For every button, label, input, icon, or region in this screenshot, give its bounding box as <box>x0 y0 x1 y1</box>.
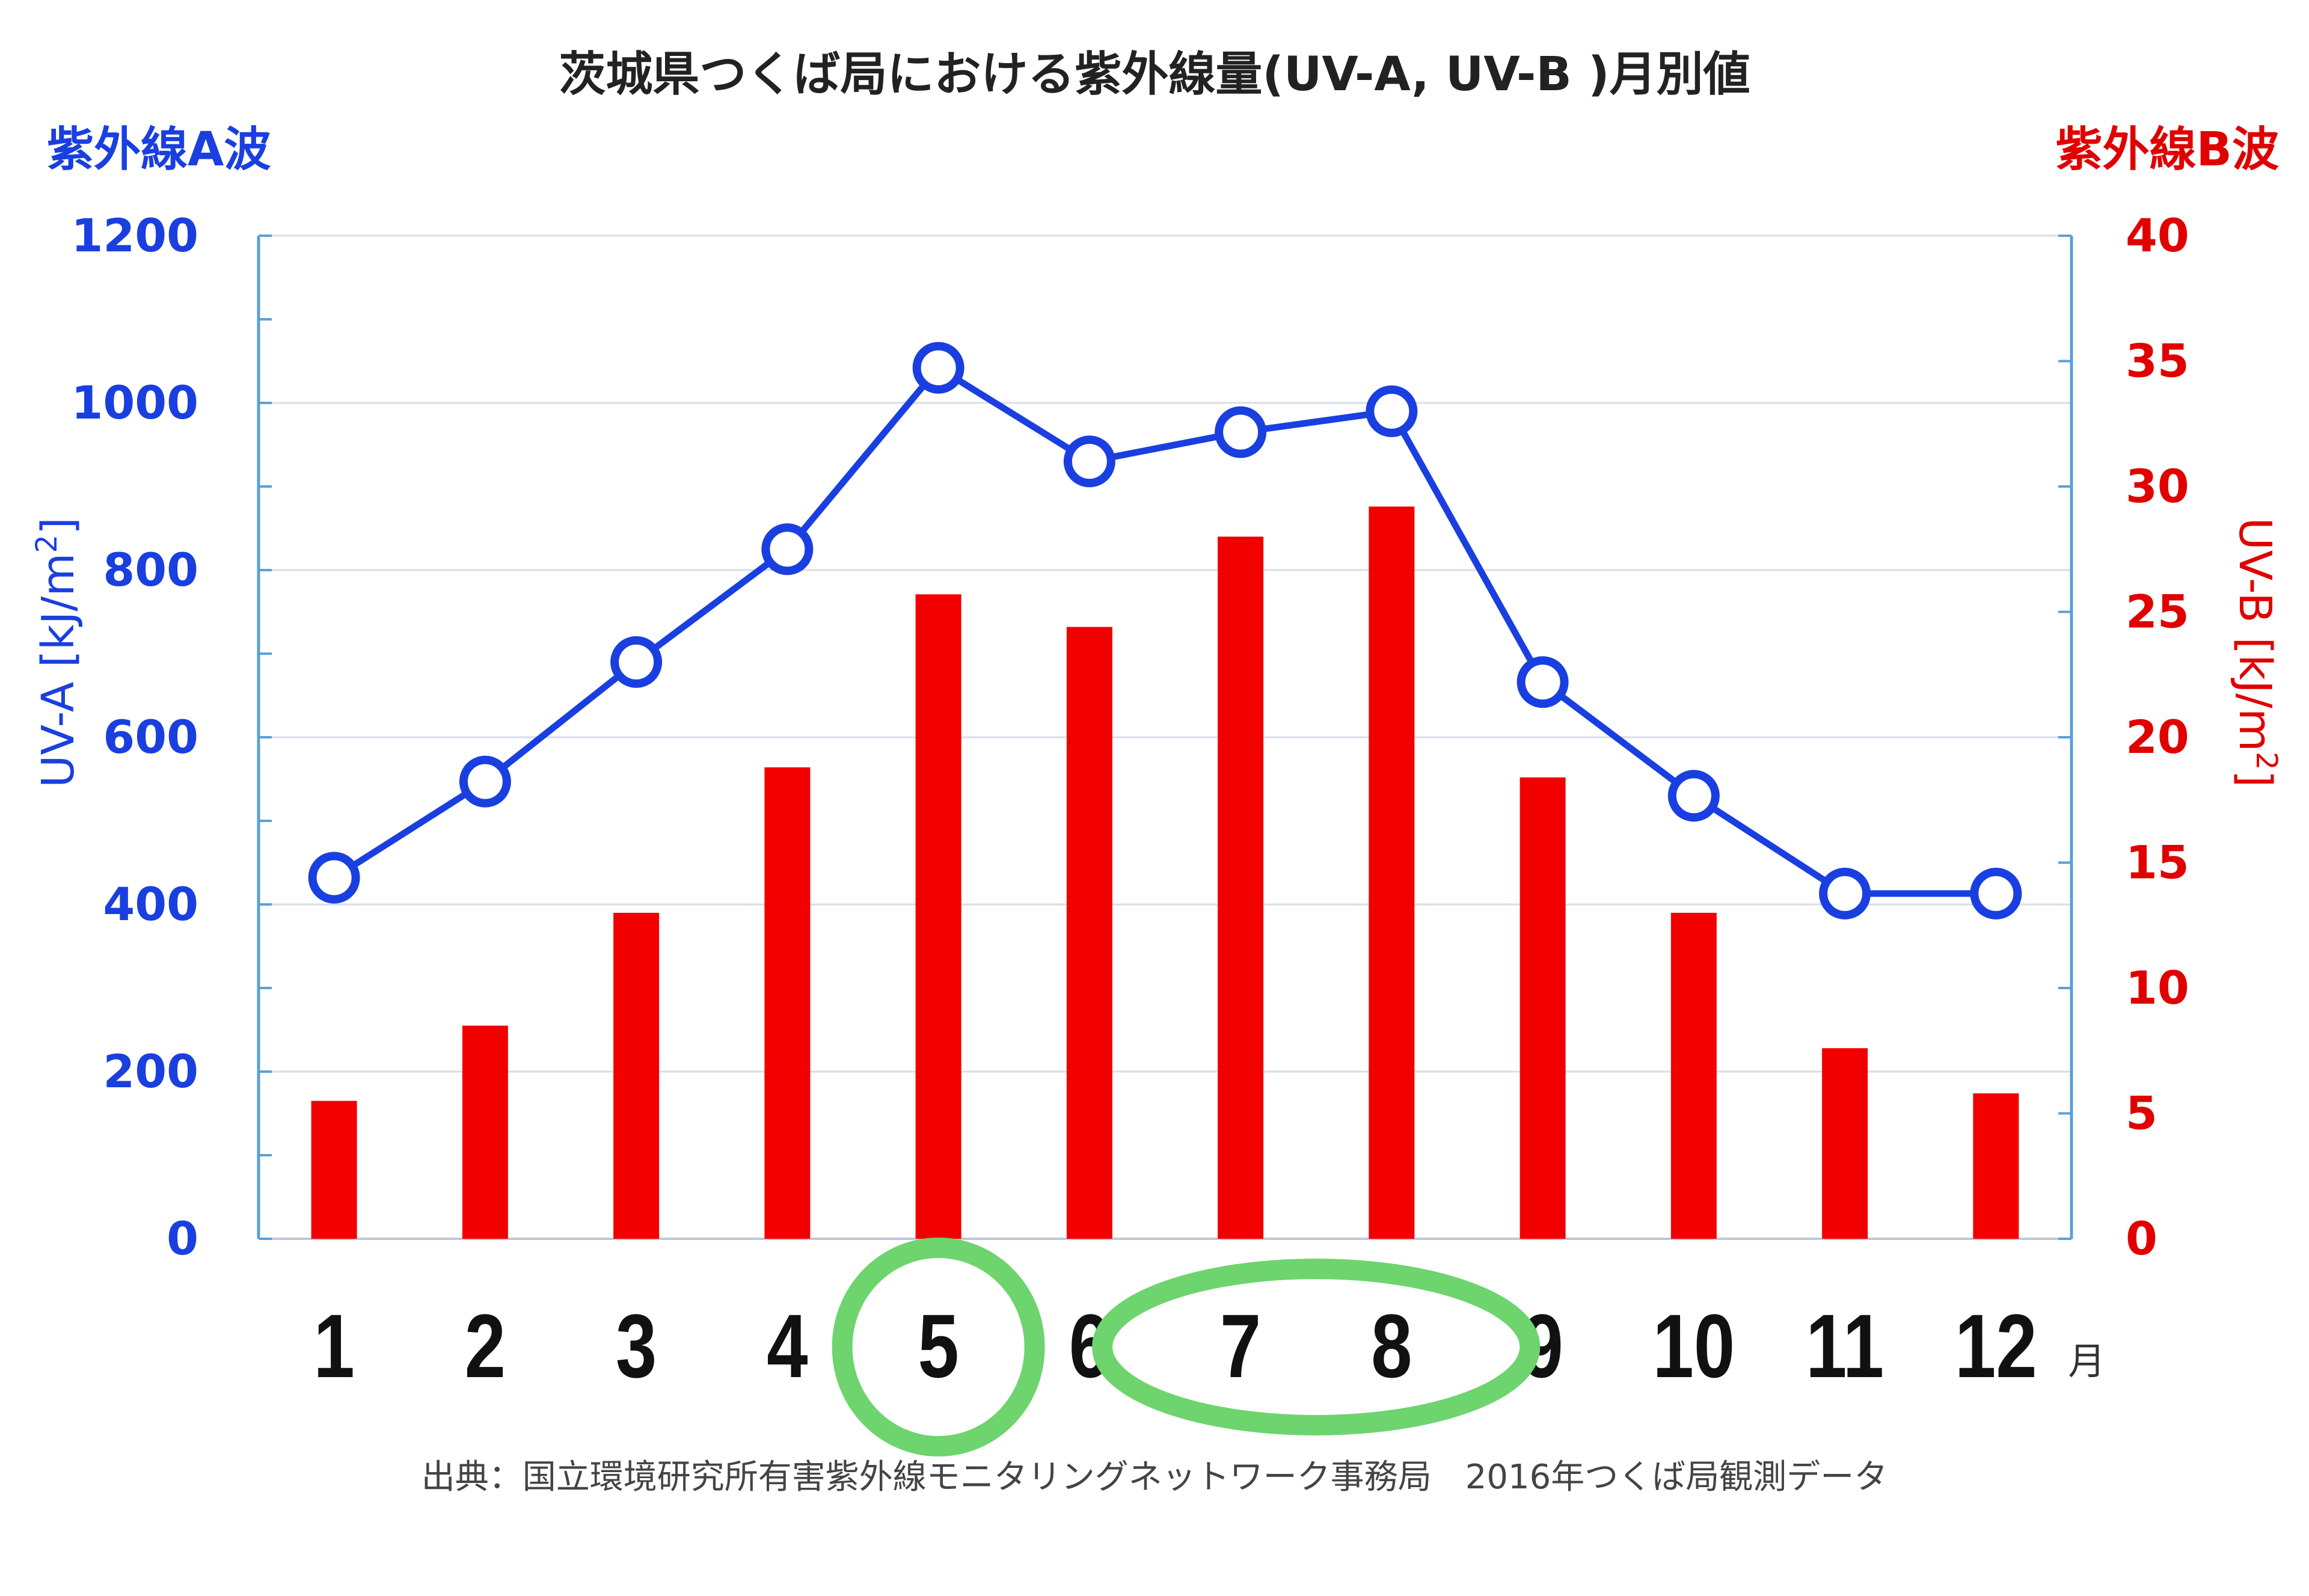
left-axis-label: UV-A [kJ/m2] <box>30 517 84 788</box>
left-tick-label: 200 <box>103 1045 198 1098</box>
uva-point <box>459 755 511 808</box>
left-tick-label: 600 <box>103 710 198 764</box>
uva-point <box>1667 770 1720 822</box>
month-label: 10 <box>1652 1296 1735 1396</box>
right-axis-heading: 紫外線B波 <box>2056 123 2279 177</box>
uva-point <box>1819 867 1871 919</box>
right-axis-label-sup: 2 <box>2249 752 2283 770</box>
month-label: 11 <box>1806 1296 1884 1396</box>
uva-point <box>1215 406 1267 458</box>
right-tick-label: 40 <box>2126 209 2189 262</box>
uva-point <box>761 523 814 575</box>
left-tick-label: 400 <box>103 877 198 931</box>
chart-title: 茨城県つくば局における紫外線量(UV-A, UV-B )月別値 <box>559 48 1750 102</box>
uva-point <box>1366 385 1418 437</box>
month-highlight-ring <box>1092 1259 1541 1435</box>
uvb-bar <box>915 594 961 1239</box>
uva-point <box>308 852 360 904</box>
uva-point <box>912 342 964 394</box>
uva-line <box>308 342 2022 919</box>
right-tick-label: 20 <box>2126 710 2189 764</box>
left-axis-label-sup: 2 <box>30 535 64 553</box>
uvb-bar <box>462 1025 508 1239</box>
month-label: 8 <box>1371 1296 1412 1396</box>
uvb-bar <box>1519 777 1566 1239</box>
right-tick-label: 25 <box>2126 585 2189 639</box>
right-tick-label: 0 <box>2126 1212 2157 1265</box>
month-label: 5 <box>918 1296 958 1396</box>
uvb-bar <box>1066 627 1112 1239</box>
uvb-bar <box>311 1100 357 1239</box>
right-tick-label: 10 <box>2126 961 2189 1014</box>
left-tick-label: 1200 <box>71 209 198 262</box>
month-labels: 1 2 3 4 5 6 7 8 9 10 11 12 <box>313 1296 2037 1396</box>
month-highlight-ring <box>832 1238 1045 1456</box>
right-tick-label: 30 <box>2126 459 2189 513</box>
month-label: 1 <box>313 1296 354 1396</box>
right-tick-label: 15 <box>2126 836 2189 889</box>
left-tick-label: 0 <box>167 1212 198 1265</box>
uva-point <box>1516 656 1569 708</box>
uva-point <box>610 636 663 688</box>
right-tick-label: 35 <box>2126 334 2189 388</box>
uva-series-line <box>332 364 1996 897</box>
source-note: 出典：国立環境研究所有害紫外線モニタリングネットワーク事務局 2016年つくば局… <box>422 1458 1888 1497</box>
right-axis-label: UV-B [kJ/m2] <box>2229 518 2283 788</box>
axes <box>257 235 2073 1240</box>
left-tick-label: 800 <box>103 543 198 597</box>
month-label: 7 <box>1220 1296 1261 1396</box>
right-tick-label: 5 <box>2126 1087 2157 1140</box>
left-axis-heading: 紫外線A波 <box>47 123 271 177</box>
month-label: 3 <box>616 1296 657 1396</box>
uvb-bar <box>764 767 811 1239</box>
month-label: 2 <box>465 1296 506 1396</box>
uvb-bar <box>1218 536 1264 1239</box>
uvb-bar <box>1822 1048 1868 1239</box>
uvb-bar <box>613 912 660 1239</box>
uva-point <box>1970 867 2022 919</box>
tick-labels: 0 200 400 600 800 1000 1200 0 5 10 15 20 25 30 35 40 <box>71 209 2189 1265</box>
uvb-bars <box>311 506 2019 1239</box>
month-label: 12 <box>1955 1296 2037 1396</box>
month-unit-label: 月 <box>2068 1339 2105 1383</box>
gridlines <box>259 235 2071 1240</box>
month-label: 4 <box>767 1296 808 1396</box>
uva-point <box>1063 435 1115 488</box>
left-tick-label: 1000 <box>71 376 198 429</box>
month-highlights <box>832 1238 1541 1456</box>
uvb-bar <box>1369 506 1415 1239</box>
uvb-bar <box>1973 1093 2019 1239</box>
uvb-bar <box>1670 912 1717 1239</box>
